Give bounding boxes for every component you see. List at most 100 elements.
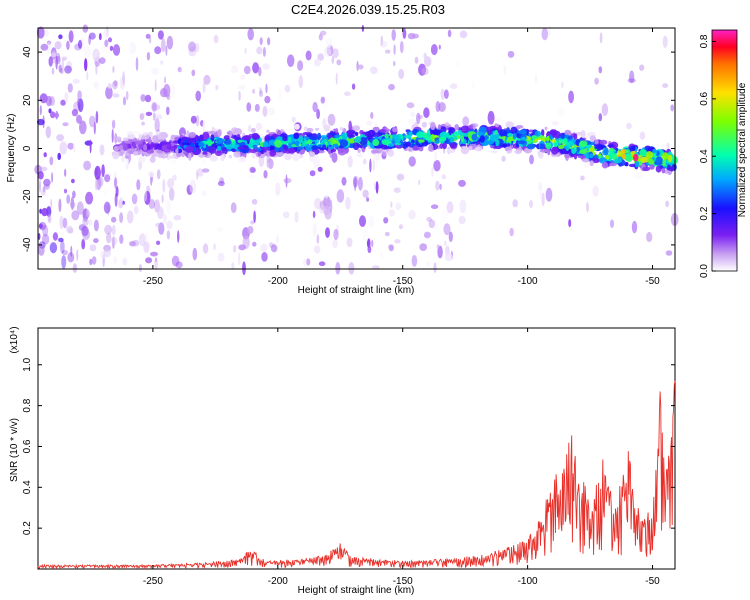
heatmap-cell [545,142,552,150]
heatmap-cell [109,45,114,52]
heatmap-cell [449,142,457,149]
heatmap-cell [260,243,268,253]
heatmap-cell [158,135,162,140]
heatmap-cell [423,231,431,239]
heatmap-cell [190,115,197,124]
heatmap-cell [67,83,73,93]
heatmap-cell [231,262,235,270]
heatmap-cell [325,227,330,239]
heatmap-cell [661,152,669,160]
heatmap-cell [148,36,152,44]
heatmap-cell [256,46,263,55]
heatmap-cell [72,78,81,84]
heatmap-cell [471,133,478,141]
heatmap-cell [93,121,96,135]
heatmap-cell [411,255,418,267]
line-y-multiplier: (x10⁴) [9,326,20,353]
heatmap-cell [259,37,263,46]
heatmap-cell [154,118,160,133]
heatmap-cell [171,83,175,96]
heatmap-cell [163,83,171,98]
heatmap-cell [443,223,451,236]
heatmap-cell [196,104,201,112]
heatmap-cell [348,139,355,144]
heatmap-cell [358,176,363,191]
heatmap-cell [104,174,111,183]
heatmap-cell [282,211,290,219]
snr-series [37,380,676,570]
heatmap-cell [82,217,89,226]
heatmap-cell [216,145,222,151]
heatmap-cell [312,210,316,219]
heatmap-cell [127,134,136,140]
heatmap-cell [633,153,639,162]
heatmap-cell [71,210,80,221]
heatmap-cell [106,232,112,244]
heatmap-cell [339,139,349,148]
heatmap-cell [70,245,73,257]
heatmap-cell [462,116,470,127]
line-y-tick-label: 0.6 [22,439,33,453]
heatmap-cell [298,75,304,89]
heatmap-cell [518,129,527,135]
heatmap-cell [431,167,434,177]
heatmap-cell [603,147,609,155]
heatmap-cell [605,155,610,160]
heatmap-cell [327,141,331,146]
heatmap-cell [228,154,232,159]
heatmap-cell [112,151,120,160]
heatmap-cell [316,234,320,244]
heatmap-cell [139,113,145,121]
heatmap-cell [456,59,459,69]
heatmap-cell [303,126,308,131]
heatmap-cell [262,141,269,148]
heatmap-cell [410,139,415,144]
colorbar-ticks: 0.0 0.2 0.4 0.6 0.8 [699,34,716,278]
colorbar-label: Normalized spectral amplitude [737,82,748,217]
heatmap-cell [639,64,645,71]
heatmap-cell [166,106,170,116]
heatmap-cell [408,156,416,167]
heatmap-cell [391,134,398,139]
heatmap-cell [61,228,67,234]
heatmap-cell [238,244,246,251]
heatmap-cell [284,84,291,93]
heatmap-cell [138,133,142,141]
figure-title: C2E4.2026.039.15.25.R03 [291,2,445,17]
heatmap-cell [626,122,632,130]
heatmap-cell [598,113,603,122]
heatmap-cell [134,130,140,135]
heatmap-cell [93,219,99,232]
heatmap-cell [129,42,137,55]
heatmap-cell [404,134,412,139]
heatmap-cell [383,217,389,224]
heatmap-cell [329,235,333,250]
heatmap-cell [501,144,507,148]
heatmap-cell [371,239,374,248]
heatmap-cell [371,149,380,154]
heatmap-cell [151,101,157,112]
heatmap-cell [625,149,630,154]
heatmap-cell [233,134,237,140]
heatmap-cell [446,201,454,214]
heatmap-cell [361,131,368,135]
heatmap-cell [217,180,225,187]
heatmap-cell [352,142,360,151]
heatmap-cell [140,94,146,102]
heatmap-cell [594,146,602,149]
heatmap-cell [392,127,398,133]
heatmap-cell [77,90,82,100]
heatmap-cells [34,24,679,276]
heatmap-cell [246,102,252,112]
heatmap-cell [337,146,345,153]
heatmap-cell [438,102,446,112]
heatmap-cell [347,155,353,168]
heatmap-cell [332,48,339,59]
heatmap-cell [334,134,340,139]
heatmap-cell [41,208,49,217]
heatmap-cell [226,131,231,135]
heatmap-cell [40,166,48,172]
heatmap-cell [168,155,175,159]
heatmap-cell [460,146,469,155]
heatmap-cell [579,149,587,155]
